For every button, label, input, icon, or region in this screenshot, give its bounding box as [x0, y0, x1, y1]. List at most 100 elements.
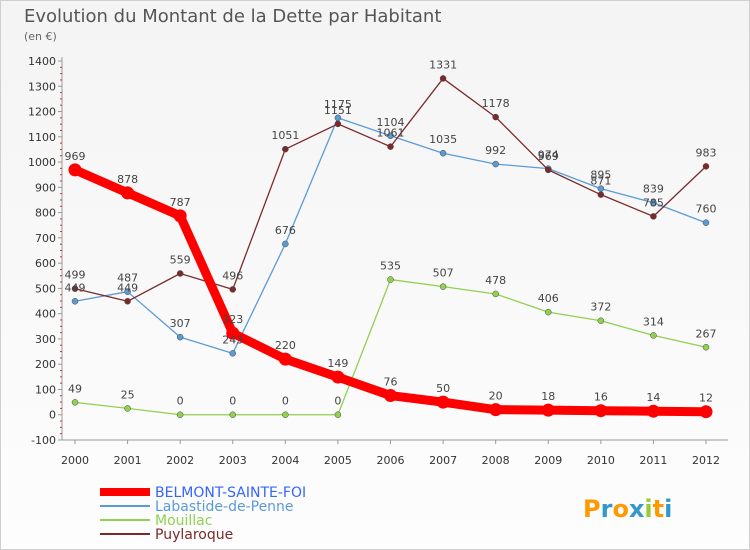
data-label: 49 [68, 382, 82, 395]
data-point [176, 411, 184, 418]
data-label: 559 [170, 253, 191, 266]
data-point [124, 298, 131, 305]
legend-label: Mouillac [155, 513, 212, 529]
proxiti-logo: Proxiti [583, 495, 672, 523]
series-layer [68, 75, 713, 419]
data-label: 1104 [377, 116, 405, 129]
data-point [545, 308, 552, 316]
legend-label: Labastide-de-Penne [155, 499, 294, 515]
data-point [650, 213, 657, 220]
data-label: 0 [334, 395, 341, 408]
y-tick-label: -100 [31, 434, 56, 447]
data-label: 20 [489, 390, 503, 403]
data-label: 839 [643, 183, 664, 196]
data-label: 983 [696, 146, 717, 159]
chart-subtitle: (en €) [24, 30, 57, 43]
data-point [489, 403, 503, 417]
data-point [384, 389, 397, 403]
data-label: 1151 [324, 104, 352, 117]
data-label: 1051 [271, 129, 299, 142]
data-label: 12 [699, 392, 713, 405]
data-label: 787 [170, 196, 191, 209]
data-label: 974 [538, 149, 559, 162]
y-tick-label: 100 [35, 383, 56, 396]
data-point [282, 411, 289, 418]
y-tick-label: 1200 [28, 106, 56, 119]
y-tick-label: 200 [35, 358, 56, 371]
data-point [124, 405, 131, 412]
x-tick-label: 2012 [692, 454, 720, 467]
data-point [71, 285, 79, 292]
data-label: 243 [222, 333, 243, 346]
data-label: 496 [222, 269, 243, 282]
data-point [176, 333, 184, 341]
x-tick-label: 2011 [639, 454, 667, 467]
data-point [229, 350, 236, 357]
x-tick-label: 2007 [429, 454, 457, 467]
data-label: 507 [433, 267, 454, 280]
x-tick-label: 2002 [166, 454, 194, 467]
data-label: 992 [485, 144, 506, 157]
data-point [650, 199, 657, 206]
data-label: 535 [380, 260, 401, 273]
x-tick-label: 2006 [377, 454, 405, 467]
data-label: 1061 [377, 127, 405, 140]
x-tick-label: 2009 [534, 454, 562, 467]
data-point [650, 332, 657, 339]
data-point [176, 270, 184, 277]
data-label: 314 [643, 315, 664, 328]
data-label: 785 [643, 196, 664, 209]
data-label: 969 [538, 150, 559, 163]
y-tick-label: 700 [35, 232, 56, 245]
data-point [334, 120, 342, 128]
data-label: 895 [590, 169, 611, 182]
data-label: 18 [541, 390, 555, 403]
data-label: 0 [229, 395, 236, 408]
y-tick-label: 0 [49, 409, 56, 422]
data-point [229, 411, 236, 418]
x-tick-label: 2003 [219, 454, 247, 467]
data-label: 487 [117, 272, 138, 285]
y-tick-label: 1300 [28, 80, 56, 93]
data-point [646, 404, 660, 418]
data-point [226, 326, 240, 340]
data-label: 449 [117, 281, 138, 294]
data-label: 676 [275, 224, 296, 237]
y-tick-label: 1100 [28, 131, 56, 144]
data-point [492, 113, 499, 121]
data-point [702, 163, 710, 170]
x-tick-label: 2001 [114, 454, 142, 467]
data-point [173, 209, 187, 223]
y-tick-label: 300 [35, 333, 56, 346]
data-point [229, 286, 236, 293]
axes: -100010020030040050060070080090010001100… [28, 55, 728, 467]
data-point [545, 166, 552, 174]
data-point [439, 149, 447, 157]
x-tick-label: 2008 [482, 454, 510, 467]
data-point [68, 163, 82, 177]
x-tick-label: 2005 [324, 454, 352, 467]
data-point [436, 395, 450, 409]
data-label: 0 [282, 395, 289, 408]
data-point [699, 405, 713, 419]
data-label: 499 [65, 269, 86, 282]
data-label: 449 [65, 281, 86, 294]
data-label: 76 [384, 376, 398, 389]
data-label: 1175 [324, 98, 352, 111]
legend: BELMONT-SAINTE-FOILabastide-de-PenneMoui… [100, 485, 306, 543]
data-point [71, 298, 79, 305]
legend-label: Puylaroque [155, 527, 233, 543]
data-label: 1331 [429, 58, 457, 71]
y-tick-label: 800 [35, 207, 56, 220]
data-point [71, 399, 79, 406]
chart-title: Evolution du Montant de la Dette par Hab… [24, 6, 441, 27]
data-point [387, 143, 394, 150]
data-label: 878 [117, 173, 138, 186]
legend-label: BELMONT-SAINTE-FOI [155, 485, 306, 501]
data-point [121, 186, 135, 200]
data-label: 478 [485, 274, 506, 287]
data-label: 372 [590, 301, 611, 314]
data-point [334, 411, 342, 418]
data-label: 406 [538, 292, 559, 305]
